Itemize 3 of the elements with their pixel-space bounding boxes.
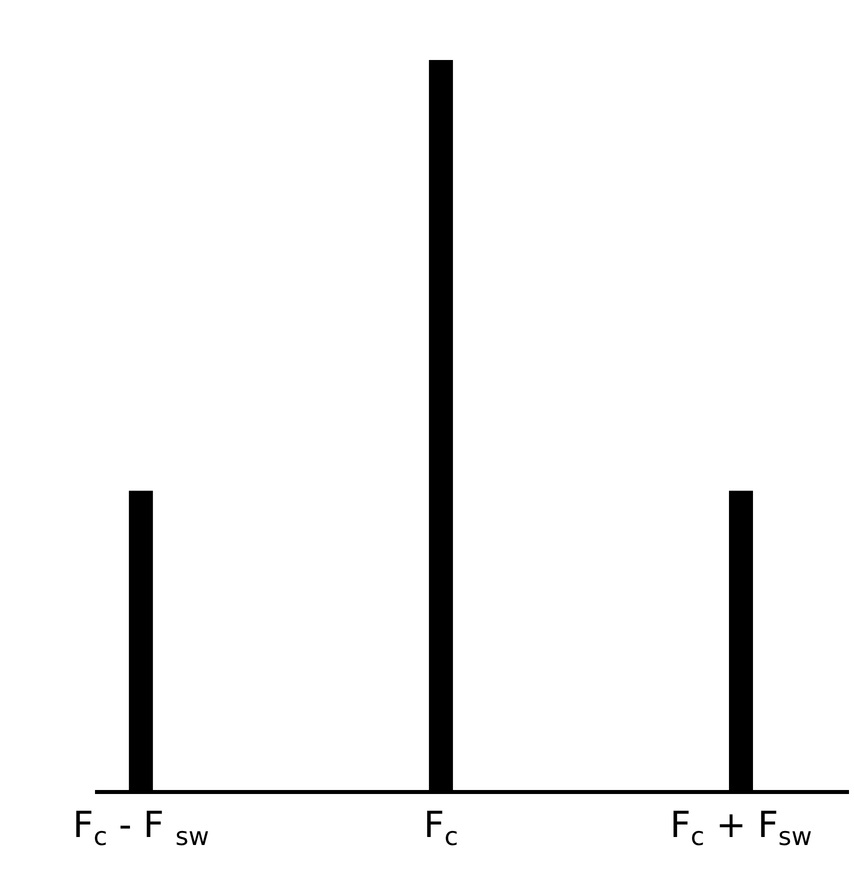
x-tick-label: F$_{c}$ [424, 805, 458, 851]
x-tick-label: F$_{c}$ + F$_{sw}$ [670, 805, 812, 851]
x-tick-label: F$_{c}$ - F $_{sw}$ [72, 805, 210, 851]
